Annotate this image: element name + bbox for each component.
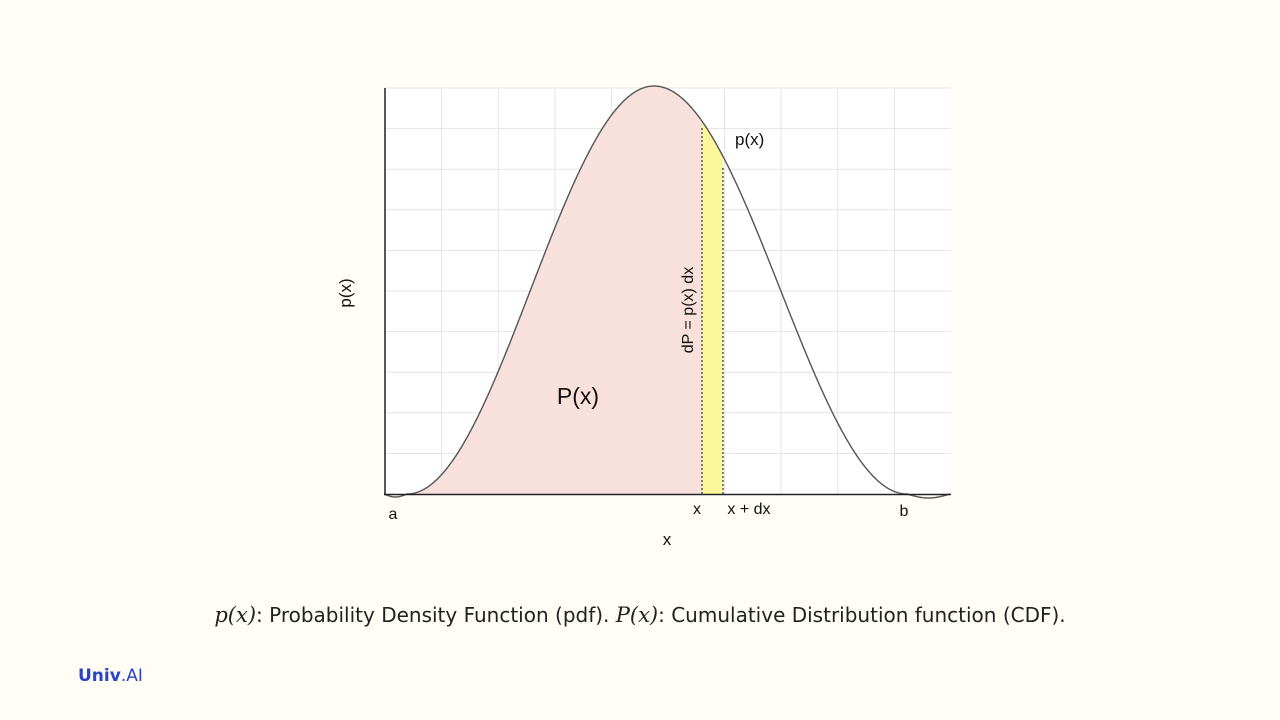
brand-logo: Univ.AI bbox=[78, 666, 143, 686]
cdf-shaded-area bbox=[407, 86, 702, 494]
pdf-curve bbox=[383, 85, 951, 499]
caption-cdf-text: : Cumulative Distribution function (CDF)… bbox=[658, 603, 1066, 627]
area-label: P(x) bbox=[557, 383, 599, 409]
caption: p(x): Probability Density Function (pdf)… bbox=[0, 603, 1280, 627]
tick-x: x bbox=[693, 501, 701, 518]
tick-a: a bbox=[389, 506, 398, 523]
y-axis-label: p(x) bbox=[336, 278, 355, 307]
brand-logo-part1: Univ bbox=[78, 666, 121, 686]
strip-label: dP = p(x) dx bbox=[680, 267, 697, 353]
x-axis-label: x bbox=[663, 530, 672, 549]
caption-cdf-symbol: P(x) bbox=[615, 603, 659, 627]
dp-strip bbox=[702, 121, 723, 495]
caption-pdf-text: : Probability Density Function (pdf). bbox=[256, 603, 616, 627]
caption-pdf-symbol: p(x) bbox=[214, 603, 257, 627]
tick-b: b bbox=[900, 503, 909, 520]
brand-logo-part2: .AI bbox=[120, 666, 143, 686]
tick-x-plus-dx: x + dx bbox=[727, 501, 770, 518]
curve-label: p(x) bbox=[735, 130, 764, 149]
